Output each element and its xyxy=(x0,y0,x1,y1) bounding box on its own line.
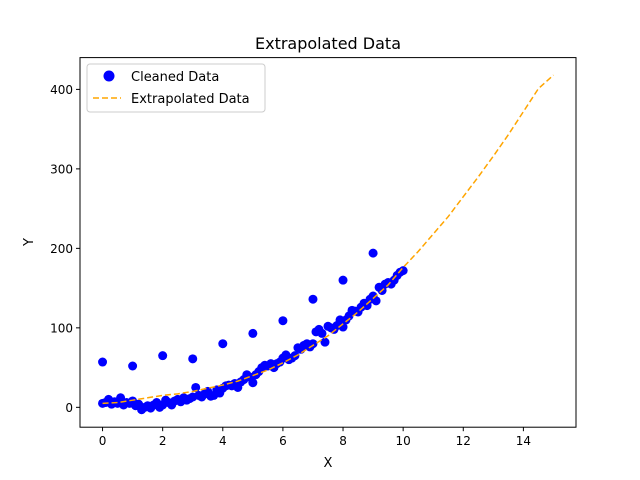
scatter-point xyxy=(248,378,258,388)
scatter-point xyxy=(191,382,201,392)
scatter-point xyxy=(188,354,198,364)
scatter-point xyxy=(308,294,318,304)
y-tick-label: 0 xyxy=(65,401,73,415)
legend-marker-cleaned-data xyxy=(103,70,115,82)
x-tick-label: 10 xyxy=(396,434,411,448)
scatter-point xyxy=(317,328,327,338)
x-tick-label: 2 xyxy=(159,434,167,448)
y-tick-label: 200 xyxy=(50,242,73,256)
x-axis-label: X xyxy=(324,456,333,471)
y-tick-label: 300 xyxy=(50,162,73,176)
scatter-point xyxy=(398,266,408,276)
scatter-point xyxy=(218,339,228,349)
axes-frame xyxy=(79,57,577,428)
x-tick-label: 8 xyxy=(339,434,347,448)
y-tick-label: 400 xyxy=(50,83,73,97)
scatter-point xyxy=(158,351,168,361)
scatter-point xyxy=(338,275,348,285)
x-tick-label: 4 xyxy=(219,434,227,448)
y-axis-label: Y xyxy=(22,238,37,247)
chart-title: Extrapolated Data xyxy=(255,34,401,53)
scatter-point xyxy=(128,361,138,371)
scatter-point xyxy=(98,357,108,367)
scatter-point xyxy=(248,328,258,338)
axis-ticks: 0 2 4 6 8 10 12 14 0 100 200 300 400 xyxy=(50,83,531,448)
legend: Cleaned Data Extrapolated Data xyxy=(86,63,266,113)
scatter-point xyxy=(320,337,330,347)
legend-box xyxy=(86,63,266,113)
legend-label-cleaned-data: Cleaned Data xyxy=(131,70,219,85)
x-tick-label: 14 xyxy=(516,434,531,448)
x-tick-label: 0 xyxy=(99,434,107,448)
scatter-point xyxy=(116,393,126,403)
plot-area xyxy=(98,74,554,415)
x-tick-label: 6 xyxy=(279,434,287,448)
extrapolated-line xyxy=(102,74,554,405)
y-tick-label: 100 xyxy=(50,321,73,335)
x-tick-label: 12 xyxy=(456,434,471,448)
legend-label-extrapolated-data: Extrapolated Data xyxy=(131,92,250,107)
scatter-point xyxy=(278,316,288,326)
scatter-point xyxy=(368,248,378,258)
